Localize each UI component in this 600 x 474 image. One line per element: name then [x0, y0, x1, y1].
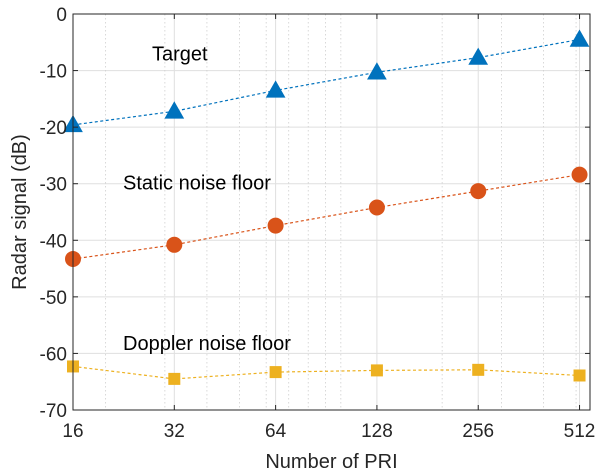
x-tick-label: 256: [462, 421, 494, 442]
series-label: Target: [152, 44, 208, 66]
axes-box: [72, 13, 591, 411]
x-tick-label: 32: [164, 421, 185, 442]
data-point-triangle: [164, 101, 185, 119]
series-label: Doppler noise floor: [123, 333, 291, 355]
x-tick-label: 64: [265, 421, 287, 442]
axes-layer: [72, 13, 591, 411]
data-point-square: [472, 363, 485, 376]
data-point-square: [168, 372, 181, 385]
series-line: [72, 365, 580, 380]
y-tick-label: -40: [40, 231, 67, 252]
data-point-circle: [571, 166, 588, 183]
data-point-triangle: [468, 47, 489, 65]
x-tick-label: 16: [62, 421, 83, 442]
y-tick-label: -70: [40, 401, 67, 422]
series-line: [72, 38, 580, 126]
data-point-triangle: [367, 62, 387, 80]
data-point-circle: [368, 199, 385, 216]
y-tick-label: 0: [56, 5, 67, 26]
y-tick-label: -60: [40, 344, 67, 365]
data-point-circle: [470, 183, 487, 200]
y-tick-label: -50: [40, 288, 67, 309]
series-line: [72, 174, 580, 260]
y-tick-label: -10: [40, 62, 67, 83]
y-tick-label: -20: [40, 118, 67, 139]
plot-area: [73, 14, 590, 410]
series-1: [65, 166, 588, 267]
y-axis-title: Radar signal (dB): [9, 134, 31, 290]
x-tick-label: 512: [564, 421, 596, 442]
data-point-triangle: [569, 29, 590, 47]
data-point-circle: [267, 217, 284, 234]
data-point-square: [370, 364, 383, 377]
x-axis-title: Number of PRI: [265, 451, 397, 473]
x-tick-label: 128: [361, 421, 393, 442]
data-point-square: [573, 369, 586, 382]
annotation-layer: Target Static noise floor Doppler noise fl…: [123, 44, 291, 356]
data-point-triangle: [265, 80, 286, 98]
data-point-square: [269, 366, 282, 379]
y-tick-label: -30: [40, 175, 67, 196]
data-point-circle: [166, 236, 183, 253]
grid-layer: [72, 13, 590, 411]
series-label: Static noise floor: [123, 173, 271, 195]
